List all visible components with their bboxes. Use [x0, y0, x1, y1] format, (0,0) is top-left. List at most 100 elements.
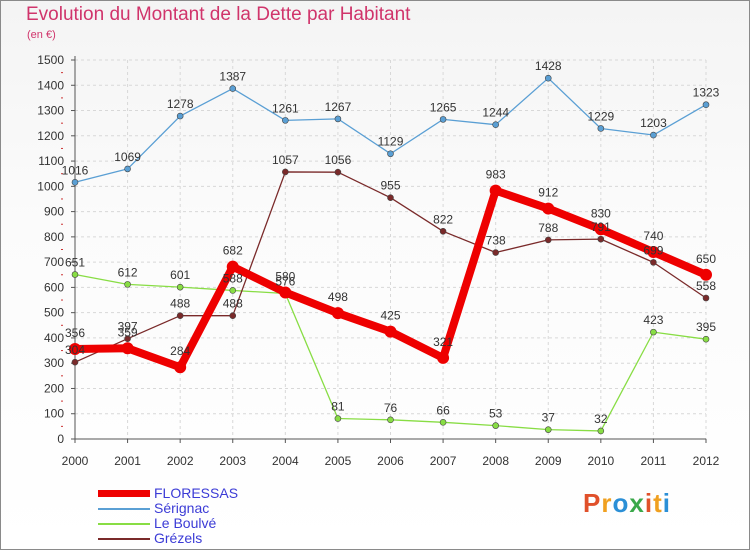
floressas-label: 983 [486, 168, 506, 182]
x-tick-label: 2004 [272, 454, 299, 468]
le-boulv--label: 81 [331, 400, 345, 414]
floressas-label: 650 [696, 252, 716, 266]
logo-letter: i [662, 488, 671, 518]
logo-letter: o [612, 488, 630, 518]
gr-zels-label: 788 [538, 221, 558, 235]
s-rignac-label: 1016 [62, 163, 89, 177]
floressas-point [279, 286, 292, 299]
le-boulv--label: 651 [65, 256, 85, 270]
legend-label: Le Boulvé [154, 515, 217, 531]
gr-zels-point [492, 249, 499, 256]
floressas-point [331, 307, 344, 320]
legend-swatch [98, 490, 150, 497]
floressas-point [542, 202, 555, 215]
gr-zels-point [124, 335, 131, 342]
unit-label: (en €) [27, 29, 56, 41]
gr-zels-label: 1057 [272, 153, 299, 167]
le-boulv--label: 76 [384, 401, 398, 415]
data-labels: 1016 1069 1278 1387 1261 1267 1129 1265 1244 1428… [62, 59, 720, 426]
legend-label: Grézels [154, 530, 203, 546]
x-tick-label: 2005 [325, 454, 352, 468]
gr-zels-label: 488 [223, 297, 243, 311]
floressas-label: 321 [433, 335, 453, 349]
gr-zels-label: 955 [380, 179, 400, 193]
floressas-label: 284 [170, 344, 190, 358]
logo-letter: i [644, 488, 654, 518]
y-tick-label: 1100 [38, 154, 64, 168]
y-tick-label: 300 [44, 356, 64, 370]
x-tick-label: 2008 [482, 454, 509, 468]
floressas-label: 912 [538, 186, 558, 200]
y-tick-label: 800 [44, 230, 64, 244]
s-rignac-label: 1203 [640, 116, 667, 130]
proxiti-logo: Proxiti [583, 488, 671, 519]
le-boulv--label: 588 [223, 271, 243, 285]
floressas-point [384, 325, 397, 338]
floressas-point [647, 246, 660, 259]
legend-swatch [98, 508, 150, 510]
floressas-point [121, 342, 134, 355]
x-tick-label: 2011 [641, 454, 667, 468]
le-boulv--label: 601 [170, 268, 190, 282]
le-boulv--point [71, 271, 79, 278]
logo-letter: x [629, 488, 645, 518]
x-tick-label: 2010 [587, 454, 614, 468]
floressas-label: 425 [380, 309, 400, 323]
legend-swatch [98, 523, 150, 525]
logo-letter: P [583, 488, 602, 518]
y-axis-ticks: 0 100 200 300 400 500 600 700 800 900 1000 1100 1200… [37, 53, 64, 446]
gr-zels-label: 738 [486, 234, 506, 248]
legend-label: FLORESSAS [154, 485, 239, 501]
s-rignac-point [124, 165, 131, 173]
s-rignac-point [439, 116, 447, 123]
s-rignac-label: 1129 [378, 135, 404, 149]
gr-zels-point [71, 358, 79, 366]
floressas-point [69, 343, 81, 356]
le-boulv--label: 576 [275, 274, 295, 288]
y-tick-label: 600 [44, 280, 64, 294]
le-boulv--point [176, 283, 184, 291]
floressas-label: 682 [223, 244, 243, 258]
le-boulv--label: 395 [696, 320, 716, 334]
y-tick-label: 200 [44, 381, 64, 395]
s-rignac-label: 1387 [219, 70, 246, 84]
gr-zels-label: 488 [170, 297, 190, 311]
s-rignac-point [492, 121, 499, 128]
y-tick-label: 1400 [37, 78, 64, 92]
chart-title: Evolution du Montant de la Dette par Hab… [26, 4, 411, 25]
floressas-point [174, 361, 187, 374]
floressas-label: 356 [65, 326, 85, 340]
gr-zels-label: 558 [696, 279, 716, 293]
le-boulv--label: 612 [118, 265, 138, 279]
le-boulv--point [650, 328, 657, 336]
gr-zels-label: 1056 [325, 153, 352, 167]
floressas-label: 830 [591, 206, 611, 220]
le-boulv--point [702, 335, 710, 343]
gr-zels-label: 699 [643, 243, 663, 257]
s-rignac-point [650, 131, 657, 139]
y-tick-label: 1200 [37, 129, 64, 143]
y-tick-label: 1000 [37, 179, 64, 193]
s-rignac-line [74, 77, 707, 183]
le-boulv--label: 66 [436, 403, 450, 417]
x-tick-label: 2009 [535, 454, 562, 468]
x-tick-label: 2007 [430, 454, 457, 468]
floressas-label: 580 [275, 269, 295, 283]
floressas-label: 498 [328, 290, 348, 304]
gr-zels-label: 822 [433, 212, 453, 226]
x-tick-label: 2012 [693, 454, 720, 468]
y-tick-label: 100 [44, 407, 64, 421]
x-tick-label: 2006 [377, 454, 404, 468]
legend-label: Sérignac [154, 500, 210, 516]
s-rignac-label: 1278 [167, 97, 194, 111]
le-boulv--point [229, 287, 237, 294]
s-rignac-point [71, 178, 79, 186]
floressas-label: 740 [643, 229, 663, 243]
le-boulv--label: 53 [489, 407, 503, 421]
s-rignac-point [229, 85, 237, 92]
gr-zels-label: 304 [65, 343, 85, 357]
y-tick-label: 1500 [37, 53, 64, 67]
le-boulv--label: 423 [643, 313, 663, 327]
legend-swatch [98, 538, 150, 540]
s-rignac-label: 1229 [587, 109, 614, 123]
